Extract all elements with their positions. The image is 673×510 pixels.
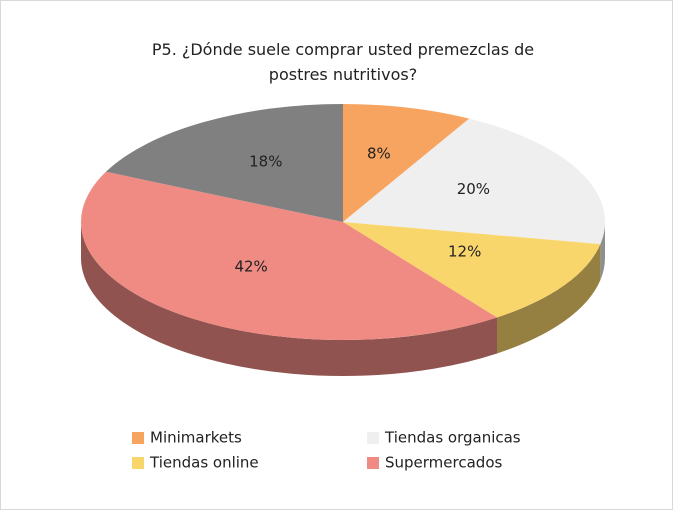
- legend-label: Tiendas online: [149, 454, 259, 472]
- chart-title: P5. ¿Dónde suele comprar usted premezcla…: [152, 40, 534, 84]
- slice-side: [600, 222, 605, 281]
- slice-side: [496, 244, 601, 354]
- legend-swatch: [132, 432, 144, 444]
- slice: [343, 104, 470, 222]
- legend-label: Minimarkets: [150, 429, 242, 447]
- slice: [105, 104, 344, 222]
- data-label: 8%: [367, 145, 391, 163]
- slice: [343, 118, 605, 245]
- data-label: 12%: [448, 242, 481, 260]
- legend-swatch: [367, 457, 379, 469]
- slice: [343, 222, 601, 318]
- legend-label: Supermercados: [385, 454, 502, 472]
- slice-side: [81, 222, 497, 377]
- data-label: 18%: [249, 153, 282, 171]
- slice: [81, 171, 497, 341]
- legend-swatch: [132, 457, 144, 469]
- data-label: 42%: [234, 258, 267, 276]
- legend-label: Tiendas organicas: [384, 429, 521, 447]
- data-label: 20%: [457, 180, 490, 198]
- legend-swatch: [367, 432, 379, 444]
